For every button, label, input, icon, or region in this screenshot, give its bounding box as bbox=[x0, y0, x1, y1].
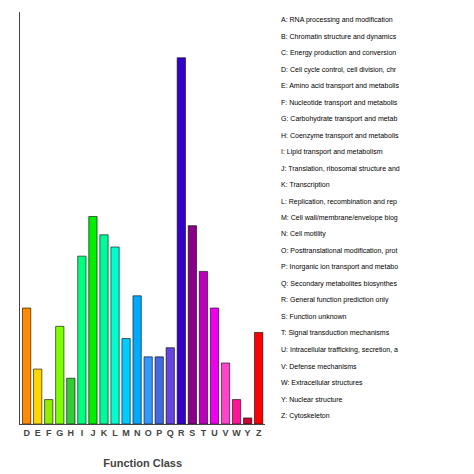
svg-text:G: Carbohydrate transport and: G: Carbohydrate transport and metab bbox=[281, 115, 397, 123]
svg-text:O: Posttranslational modificat: O: Posttranslational modification, prot bbox=[281, 247, 397, 255]
svg-text:R: General function prediction: R: General function prediction only bbox=[281, 296, 389, 304]
svg-text:I: Lipid transport and metabol: I: Lipid transport and metabolism bbox=[281, 148, 383, 156]
svg-text:J: J bbox=[90, 428, 95, 438]
svg-text:M: Cell wall/membrane/envelope: M: Cell wall/membrane/envelope biog bbox=[281, 214, 398, 222]
svg-text:A: RNA processing and modifica: A: RNA processing and modification bbox=[281, 16, 393, 24]
svg-text:C: Energy production and conve: C: Energy production and conversion bbox=[281, 49, 396, 57]
svg-text:Q: Secondary metabolites biosy: Q: Secondary metabolites biosynthes bbox=[281, 280, 397, 288]
svg-text:T: Signal transduction mechani: T: Signal transduction mechanisms bbox=[281, 329, 390, 337]
svg-text:F: F bbox=[46, 428, 52, 438]
svg-text:Y: Y bbox=[245, 428, 251, 438]
svg-text:D: D bbox=[23, 428, 30, 438]
svg-text:T: T bbox=[201, 428, 207, 438]
svg-text:K: Transcription: K: Transcription bbox=[281, 181, 330, 189]
svg-text:S: Function unknown: S: Function unknown bbox=[281, 313, 346, 320]
svg-text:V: Defense mechanisms: V: Defense mechanisms bbox=[281, 363, 357, 370]
svg-text:N: N bbox=[134, 428, 141, 438]
svg-text:P: Inorganic ion transport and: P: Inorganic ion transport and metabo bbox=[281, 263, 398, 271]
svg-text:L: Replication, recombination: L: Replication, recombination and rep bbox=[281, 198, 397, 206]
svg-text:I: I bbox=[81, 428, 84, 438]
svg-text:U: U bbox=[211, 428, 218, 438]
svg-text:E: E bbox=[35, 428, 41, 438]
svg-text:K: K bbox=[101, 428, 108, 438]
svg-text:W: Extracellular structures: W: Extracellular structures bbox=[281, 379, 363, 386]
svg-text:F: Nucleotide transport and me: F: Nucleotide transport and metabolis bbox=[281, 99, 398, 107]
svg-text:L: L bbox=[112, 428, 118, 438]
svg-text:H: Coenzyme transport and meta: H: Coenzyme transport and metabolis bbox=[281, 132, 399, 140]
svg-text:Y: Nuclear structure: Y: Nuclear structure bbox=[281, 396, 343, 403]
svg-text:Function Class: Function Class bbox=[103, 457, 182, 469]
svg-text:Z: Cytoskeleton: Z: Cytoskeleton bbox=[281, 412, 330, 420]
svg-text:P: P bbox=[156, 428, 162, 438]
svg-text:R: R bbox=[178, 428, 185, 438]
svg-text:S: S bbox=[189, 428, 195, 438]
svg-text:V: V bbox=[223, 428, 229, 438]
svg-text:H: H bbox=[68, 428, 75, 438]
svg-text:O: O bbox=[145, 428, 152, 438]
svg-text:N: Cell motility: N: Cell motility bbox=[281, 230, 326, 238]
svg-text:B: Chromatin structure and dyn: B: Chromatin structure and dynamics bbox=[281, 33, 397, 41]
svg-text:Z: Z bbox=[256, 428, 262, 438]
svg-text:U: Intracellular trafficking,: U: Intracellular trafficking, secretion,… bbox=[281, 346, 398, 354]
svg-text:M: M bbox=[122, 428, 130, 438]
svg-text:D: Cell cycle control, cell di: D: Cell cycle control, cell division, ch… bbox=[281, 66, 397, 74]
svg-text:G: G bbox=[56, 428, 63, 438]
svg-text:Q: Q bbox=[167, 428, 174, 438]
svg-text:E: Amino acid transport and me: E: Amino acid transport and metabolis bbox=[281, 82, 399, 90]
svg-text:J: Translation, ribosomal stru: J: Translation, ribosomal structure and bbox=[281, 165, 400, 172]
svg-text:W: W bbox=[232, 428, 241, 438]
